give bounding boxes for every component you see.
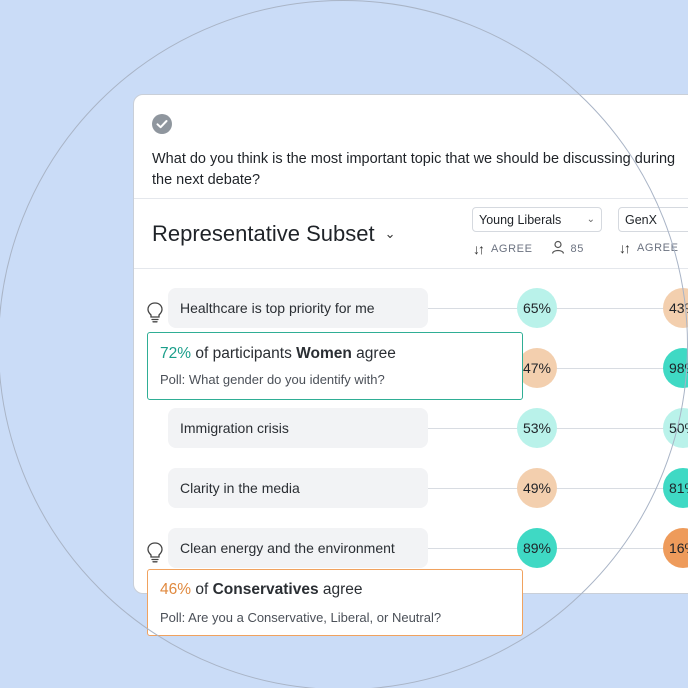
agree-value-circle: 16%	[663, 528, 688, 568]
statement-text: Clean energy and the environment	[180, 540, 395, 556]
person-icon	[551, 240, 565, 257]
agree-value-circle: 65%	[517, 288, 557, 328]
chevron-down-icon: ⌄	[586, 214, 595, 225]
statement-pill[interactable]: Healthcare is top priority for me	[168, 288, 428, 328]
statement-pill[interactable]: Clean energy and the environment	[168, 528, 428, 568]
participant-count: 85	[570, 242, 584, 255]
sort-label: AGREE	[491, 242, 533, 255]
segment-select-young-liberals[interactable]: Young Liberals ⌄	[472, 207, 602, 232]
callout-post: agree	[356, 345, 396, 362]
agree-value-circle: 98%	[663, 348, 688, 388]
segment-meta: ↓↑ AGREE 85	[473, 240, 584, 257]
agree-value-circle: 81%	[663, 468, 688, 508]
segment-name: GenX	[625, 212, 657, 227]
callout-poll: Poll: Are you a Conservative, Liberal, o…	[160, 610, 442, 625]
segment-name: Young Liberals	[479, 212, 562, 227]
agree-value-circle: 89%	[517, 528, 557, 568]
agree-value-circle: 50%	[663, 408, 688, 448]
callout-pre: of participants	[195, 345, 292, 362]
callout-headline: 46% of Conservatives agree	[160, 581, 510, 599]
insight-callout-women: 72% of participants Women agree Poll: Wh…	[147, 332, 523, 400]
insight-callout-conservatives: 46% of Conservatives agree Poll: Are you…	[147, 569, 523, 636]
chevron-down-icon: ⌄	[384, 226, 396, 241]
callout-percent: 72%	[160, 345, 192, 362]
lightbulb-icon	[146, 541, 164, 563]
callout-headline: 72% of participants Women agree	[160, 345, 510, 363]
callout-group: Conservatives	[212, 581, 319, 598]
question-text: What do you think is the most important …	[152, 151, 676, 188]
statement-pill[interactable]: Immigration crisis	[168, 408, 428, 448]
statement-text: Clarity in the media	[180, 480, 300, 496]
check-circle-icon	[152, 114, 172, 134]
agree-value-circle: 47%	[517, 348, 557, 388]
agree-value-circle: 49%	[517, 468, 557, 508]
segment-select-genx[interactable]: GenX	[618, 207, 688, 232]
callout-pre: of	[195, 581, 209, 598]
callout-post: agree	[322, 581, 363, 598]
callout-percent: 46%	[160, 581, 192, 598]
agree-value-circle: 53%	[517, 408, 557, 448]
sort-arrows-icon[interactable]: ↓↑	[473, 240, 485, 257]
lightbulb-icon	[146, 301, 164, 323]
statement-pill[interactable]: Clarity in the media	[168, 468, 428, 508]
callout-poll: Poll: What gender do you identify with?	[160, 372, 385, 387]
divider	[134, 198, 688, 199]
segment-meta: ↓↑ AGREE	[619, 240, 679, 256]
statement-text: Immigration crisis	[180, 420, 289, 436]
divider	[134, 268, 688, 269]
subset-selector[interactable]: Representative Subset ⌄	[152, 221, 395, 247]
agree-value-circle: 43%	[663, 288, 688, 328]
sort-arrows-icon[interactable]: ↓↑	[619, 240, 631, 256]
callout-group: Women	[296, 345, 352, 362]
sort-label: AGREE	[637, 242, 679, 254]
statement-text: Healthcare is top priority for me	[180, 300, 375, 316]
subset-label: Representative Subset	[152, 221, 375, 246]
